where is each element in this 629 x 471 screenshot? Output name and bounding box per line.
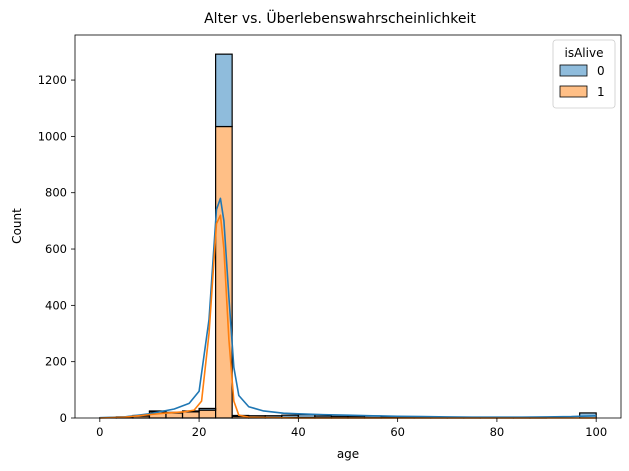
- y-axis-label: Count: [10, 208, 24, 244]
- x-tick-label-60: 60: [390, 425, 405, 439]
- plot-background: [75, 35, 621, 418]
- y-tick-label-600: 600: [45, 242, 67, 256]
- bar-isalive-1-6: [198, 409, 217, 419]
- bar-isalive-0-7: [215, 53, 233, 128]
- bar-isalive-1-5: [181, 411, 200, 419]
- y-tick-label-1000: 1000: [38, 129, 67, 143]
- x-axis-label: age: [337, 447, 359, 461]
- y-axis: 0 200 400 600 800 1000 1200: [38, 73, 75, 425]
- y-tick-label-400: 400: [45, 298, 67, 312]
- plot-frame: [74, 34, 622, 419]
- x-tick-label-0: 0: [96, 425, 103, 439]
- y-tick-label-1200: 1200: [38, 73, 67, 87]
- bar-isalive-1-7: [215, 125, 233, 419]
- kde-line-isalive-1: [99, 214, 597, 419]
- kde-line-isalive-0: [99, 197, 597, 419]
- legend-swatch-isalive-1: [559, 85, 588, 98]
- x-tick-label-40: 40: [291, 425, 306, 439]
- y-tick-label-800: 800: [45, 186, 67, 200]
- x-axis: 0 20 40 60 80 100: [96, 418, 607, 439]
- legend-label-isalive-0: 0: [597, 64, 605, 78]
- y-tick-label-200: 200: [45, 355, 67, 369]
- x-tick-label-80: 80: [490, 425, 505, 439]
- plot-area: [74, 34, 622, 419]
- kde-lines: [99, 197, 597, 419]
- legend-label-isalive-1: 1: [597, 85, 605, 99]
- legend-swatch-isalive-0: [559, 64, 588, 77]
- x-tick-label-100: 100: [585, 425, 607, 439]
- bar-isalive-0-6: [198, 407, 217, 411]
- legend-title: isAlive: [565, 46, 604, 60]
- y-tick-label-0: 0: [60, 411, 67, 425]
- x-tick-label-20: 20: [192, 425, 207, 439]
- legend: isAlive 0 1: [552, 39, 616, 109]
- chart-title: Alter vs. Überlebenswahrscheinlichkeit: [204, 9, 476, 27]
